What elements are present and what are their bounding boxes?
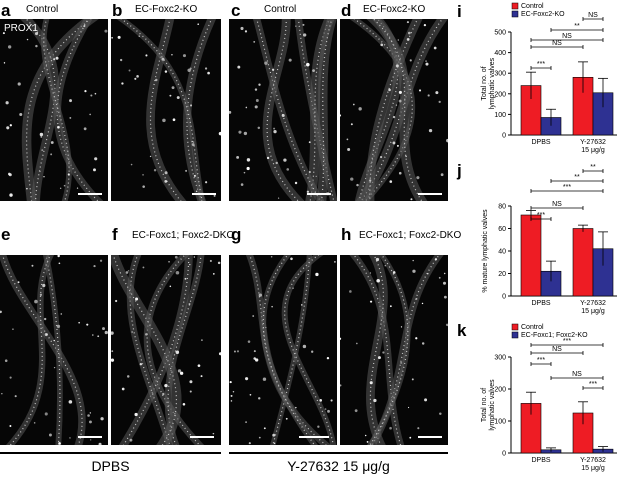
bar-0-0 <box>520 214 542 297</box>
legend-label-1: EC-Foxc2-KO <box>521 11 565 18</box>
y-tick-label: 0 <box>502 451 506 458</box>
legend-swatch-0 <box>511 323 519 331</box>
micrograph-panel-d <box>340 19 448 201</box>
y-tick-label: 200 <box>494 387 506 394</box>
panel-title-h: EC-Foxc1; Foxc2-DKO <box>359 230 462 241</box>
stain-label: PROX1 <box>4 23 38 34</box>
panel-letter-e: e <box>1 225 11 244</box>
significance-label: NS <box>572 371 582 378</box>
x-tick-label: Y-27632 <box>580 457 606 464</box>
x-tick-label: 15 μg/g <box>581 308 605 315</box>
y-tick-label: 20 <box>498 271 506 278</box>
condition-label-y27632: Y-27632 15 μg/g <box>287 458 390 474</box>
micrograph-panel-b <box>111 19 221 201</box>
legend-swatch-0 <box>511 2 519 10</box>
micrograph-panel-c <box>229 19 337 201</box>
significance-label: *** <box>537 212 545 219</box>
x-tick-label: Y-27632 <box>580 139 606 146</box>
y-tick-label: 100 <box>494 419 506 426</box>
significance-label: NS <box>552 201 562 208</box>
condition-bracket-dpbs <box>0 452 221 454</box>
scale-bar-d <box>418 193 442 195</box>
significance-label: ** <box>590 164 596 171</box>
micrograph-panel-h <box>340 255 448 445</box>
panel-letter-g: g <box>231 225 242 244</box>
bar-chart-i: 0 100 200 300 400 500 Total no. oflymphatic va… <box>481 2 617 154</box>
significance-label: NS <box>552 40 562 47</box>
legend-label-0: Control <box>521 3 544 10</box>
x-tick-label: DPBS <box>531 457 550 464</box>
bar-0-1 <box>572 228 594 297</box>
micrograph-panel-a <box>0 19 108 201</box>
panel-letter-b: b <box>112 1 123 20</box>
condition-bracket-y27632 <box>229 452 448 454</box>
y-tick-label: 60 <box>498 226 506 233</box>
bar-chart-j: 0 20 40 60 80 % mature lymphatic valves DPBS Y-… <box>482 164 617 315</box>
y-axis-label: Total no. oflymphatic valves <box>481 57 496 109</box>
significance-label: NS <box>562 33 572 40</box>
y-tick-label: 100 <box>494 112 506 119</box>
panel-letter-f: f <box>112 225 118 244</box>
significance-label: NS <box>588 12 598 19</box>
x-tick-label: DPBS <box>531 139 550 146</box>
significance-label: ** <box>574 174 580 181</box>
bar-chart-k: 0 100 200 300 Total no. oflymphatic valves DP… <box>481 323 617 472</box>
panel-letter-i: i <box>457 2 462 21</box>
panel-letter-k: k <box>457 321 467 340</box>
significance-label: *** <box>563 184 571 191</box>
legend-label-1: EC-Foxc1; Foxc2-KO <box>521 332 588 339</box>
panel-title-c: Control <box>264 4 297 15</box>
y-tick-label: 80 <box>498 204 506 211</box>
panel-letter-j: j <box>457 161 462 180</box>
significance-label: NS <box>552 346 562 353</box>
x-tick-label: 15 μg/g <box>581 465 605 472</box>
y-tick-label: 400 <box>494 50 506 57</box>
y-tick-label: 200 <box>494 91 506 98</box>
y-tick-label: 0 <box>502 294 506 301</box>
panel-title-a: Control <box>26 4 59 15</box>
legend-label-0: Control <box>521 324 544 331</box>
scale-bar-b <box>192 193 216 195</box>
y-tick-label: 300 <box>494 355 506 362</box>
panel-title-b: EC-Foxc2-KO <box>135 5 197 15</box>
y-tick-label: 500 <box>494 30 506 37</box>
significance-label: *** <box>563 338 571 345</box>
panel-title-g: Control <box>262 231 295 242</box>
panel-title-d: EC-Foxc2-KO <box>363 4 426 15</box>
scale-bar-h <box>418 436 442 438</box>
condition-label-dpbs: DPBS <box>91 458 130 474</box>
x-tick-label: 15 μg/g <box>581 147 605 154</box>
x-tick-label: DPBS <box>531 300 550 307</box>
x-tick-label: Y-27632 <box>580 300 606 307</box>
scale-bar-e <box>78 436 102 438</box>
micrograph-panel-e <box>0 255 108 445</box>
scale-bar-g <box>299 436 329 438</box>
panel-title-f: EC-Foxc1; Foxc2-DKO <box>132 230 235 241</box>
micrograph-panel-f <box>111 255 221 445</box>
panel-title-b-text: EC-Foxc2-KO <box>135 4 198 15</box>
scale-bar-a <box>78 193 102 195</box>
y-axis-label: Total no. oflymphatic valves <box>481 379 496 431</box>
panel-letter-d: d <box>341 1 352 20</box>
y-tick-label: 300 <box>494 71 506 78</box>
y-axis-label: % mature lymphatic valves <box>482 209 489 293</box>
significance-label: *** <box>589 381 597 388</box>
legend-swatch-1 <box>511 331 519 339</box>
y-tick-label: 40 <box>498 249 506 256</box>
micrograph-panel-g <box>229 255 337 445</box>
scale-bar-c <box>307 193 331 195</box>
y-tick-label: 0 <box>502 133 506 140</box>
significance-label: *** <box>537 357 545 364</box>
panel-title-e: Control <box>32 231 65 242</box>
scale-bar-f <box>190 436 214 438</box>
panel-letter-c: c <box>231 1 241 20</box>
legend-swatch-1 <box>511 10 519 18</box>
significance-label: *** <box>537 61 545 68</box>
panel-letter-h: h <box>341 225 352 244</box>
significance-label: ** <box>574 23 580 30</box>
panel-letter-a: a <box>1 1 11 20</box>
